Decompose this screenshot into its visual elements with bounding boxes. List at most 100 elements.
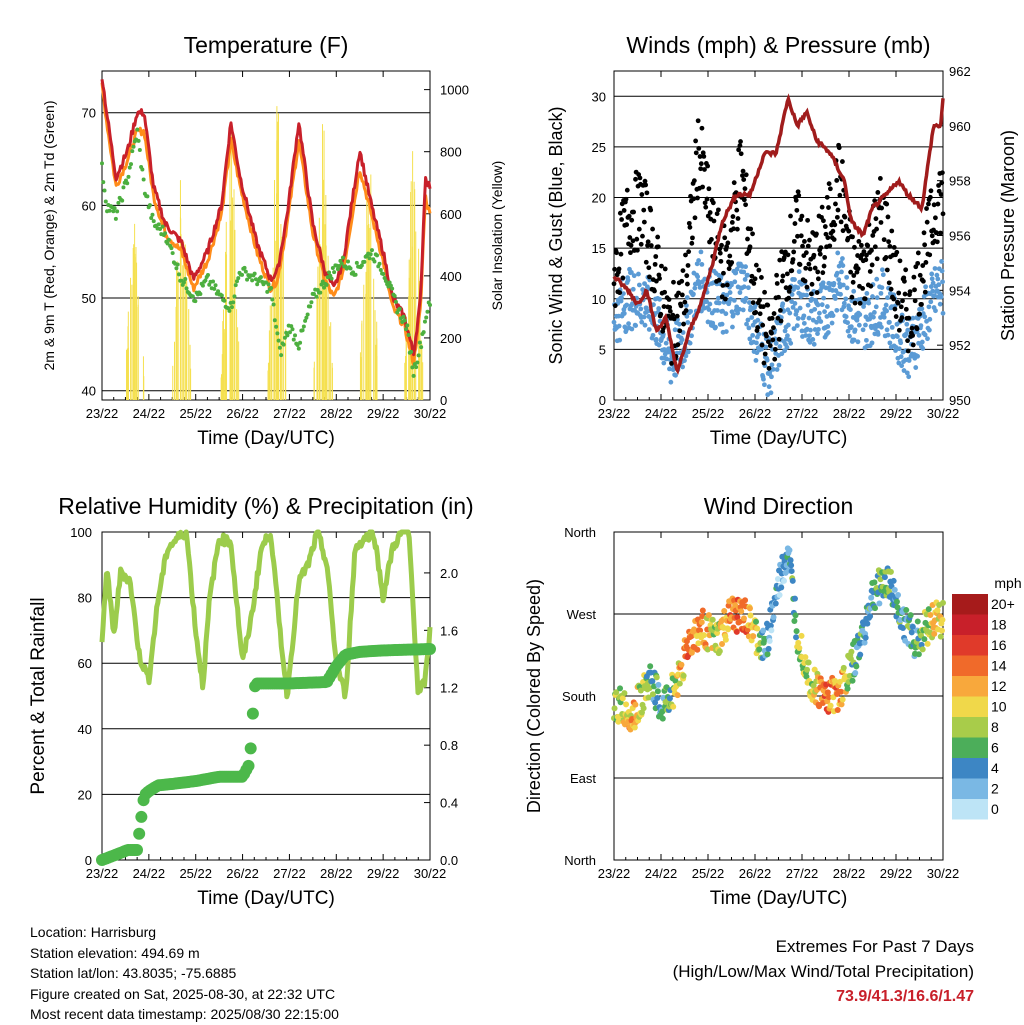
dewpoint-point <box>401 314 406 319</box>
wind-point <box>880 272 886 278</box>
gust-point <box>821 263 827 269</box>
x-tick-label: 30/22 <box>927 866 960 881</box>
gust-point <box>646 265 652 271</box>
direction-point <box>753 618 760 625</box>
colorbar-label: 10 <box>991 699 1007 715</box>
direction-point <box>791 618 798 625</box>
dewpoint-point <box>378 268 383 273</box>
dewpoint-point <box>200 283 205 288</box>
y-tick-label: South <box>562 689 596 704</box>
gust-point <box>832 222 838 228</box>
dewpoint-point <box>419 345 424 350</box>
y-tick-label: 10 <box>592 292 606 307</box>
y-tick-label-right: 800 <box>440 145 462 160</box>
y-tick-label-right: 1000 <box>440 83 469 98</box>
wind-point <box>845 328 851 334</box>
wind-point <box>628 270 634 275</box>
direction-point <box>857 651 864 658</box>
wind-point <box>743 295 749 301</box>
direction-point <box>872 605 879 612</box>
wind-point <box>843 314 849 320</box>
wind-point <box>818 319 824 324</box>
direction-point <box>765 645 772 652</box>
x-axis-label: Time (Day/UTC) <box>197 888 335 909</box>
gust-point <box>619 217 624 222</box>
dewpoint-point <box>163 231 168 236</box>
wind-point <box>898 340 904 346</box>
direction-point <box>838 701 845 708</box>
y-axis-label: Percent & Total Rainfall <box>28 597 49 794</box>
gust-point <box>812 265 818 271</box>
wind-point <box>918 323 924 329</box>
dewpoint-point <box>367 256 372 261</box>
rainfall-point <box>424 642 436 655</box>
gust-point <box>822 224 828 229</box>
x-tick-label: 26/22 <box>739 866 772 881</box>
x-tick-label: 29/22 <box>880 866 913 881</box>
gust-point <box>926 201 931 207</box>
dewpoint-point <box>421 330 426 335</box>
gust-point <box>848 269 854 275</box>
gust-point <box>740 173 745 179</box>
direction-point <box>891 586 898 593</box>
dewpoint-point <box>375 253 380 258</box>
gust-point <box>867 269 873 274</box>
wind-point <box>720 308 725 314</box>
direction-point <box>722 636 729 643</box>
y-tick-label-right: 954 <box>949 283 971 298</box>
gust-point <box>834 178 840 183</box>
wind-point <box>867 316 873 322</box>
dewpoint-point <box>234 279 239 284</box>
dewpoint-point <box>211 279 216 284</box>
direction-point <box>719 641 726 648</box>
wind-point <box>803 333 809 338</box>
wind-point <box>769 362 775 368</box>
dewpoint-point <box>150 212 155 217</box>
y-tick-label-right: 0.8 <box>440 738 458 753</box>
direction-point <box>825 694 832 701</box>
wind-point <box>836 277 842 283</box>
wind-point <box>640 287 646 292</box>
wind-point <box>920 346 926 351</box>
direction-point <box>894 604 901 611</box>
gust-point <box>640 233 645 239</box>
dewpoint-point <box>227 308 232 313</box>
rainfall-point <box>244 742 257 755</box>
wind-point <box>919 339 925 345</box>
y-tick-label-right: 956 <box>949 229 971 244</box>
gust-point <box>682 299 688 305</box>
dewpoint-point <box>158 227 163 232</box>
colorbar-swatch <box>952 676 988 697</box>
gust-point <box>887 243 893 249</box>
gust-point <box>877 176 883 181</box>
dewpoint-point <box>265 289 270 294</box>
dewpoint-point <box>291 337 296 342</box>
extremes-box: Extremes For Past 7 Days (High/Low/Max W… <box>673 934 974 1009</box>
gust-point <box>634 236 640 242</box>
wind-point <box>791 326 797 332</box>
y-axis-label: Sonic Wind & Gust (Blue, Black) <box>546 106 566 364</box>
wind-point <box>619 295 624 301</box>
wind-point <box>857 312 863 317</box>
wind-point <box>642 322 648 328</box>
wind-point <box>904 321 910 327</box>
gust-point <box>698 161 704 167</box>
direction-point <box>780 577 787 584</box>
y-tick-label: 60 <box>82 198 96 213</box>
wind-point <box>879 285 885 290</box>
gust-point <box>815 276 821 282</box>
gust-point <box>706 186 712 192</box>
wind-point <box>906 358 912 363</box>
direction-series <box>611 545 946 733</box>
wind-point <box>936 282 942 288</box>
gust-point <box>676 290 681 296</box>
direction-point <box>721 607 728 614</box>
dewpoint-point <box>212 286 217 291</box>
direction-point <box>652 699 659 706</box>
y-tick-label: 40 <box>78 722 92 737</box>
colorbar-label: 6 <box>991 740 999 756</box>
gust-point <box>716 277 722 283</box>
gust-point <box>914 326 920 332</box>
gust-point <box>878 220 884 225</box>
dewpoint-point <box>113 216 118 221</box>
